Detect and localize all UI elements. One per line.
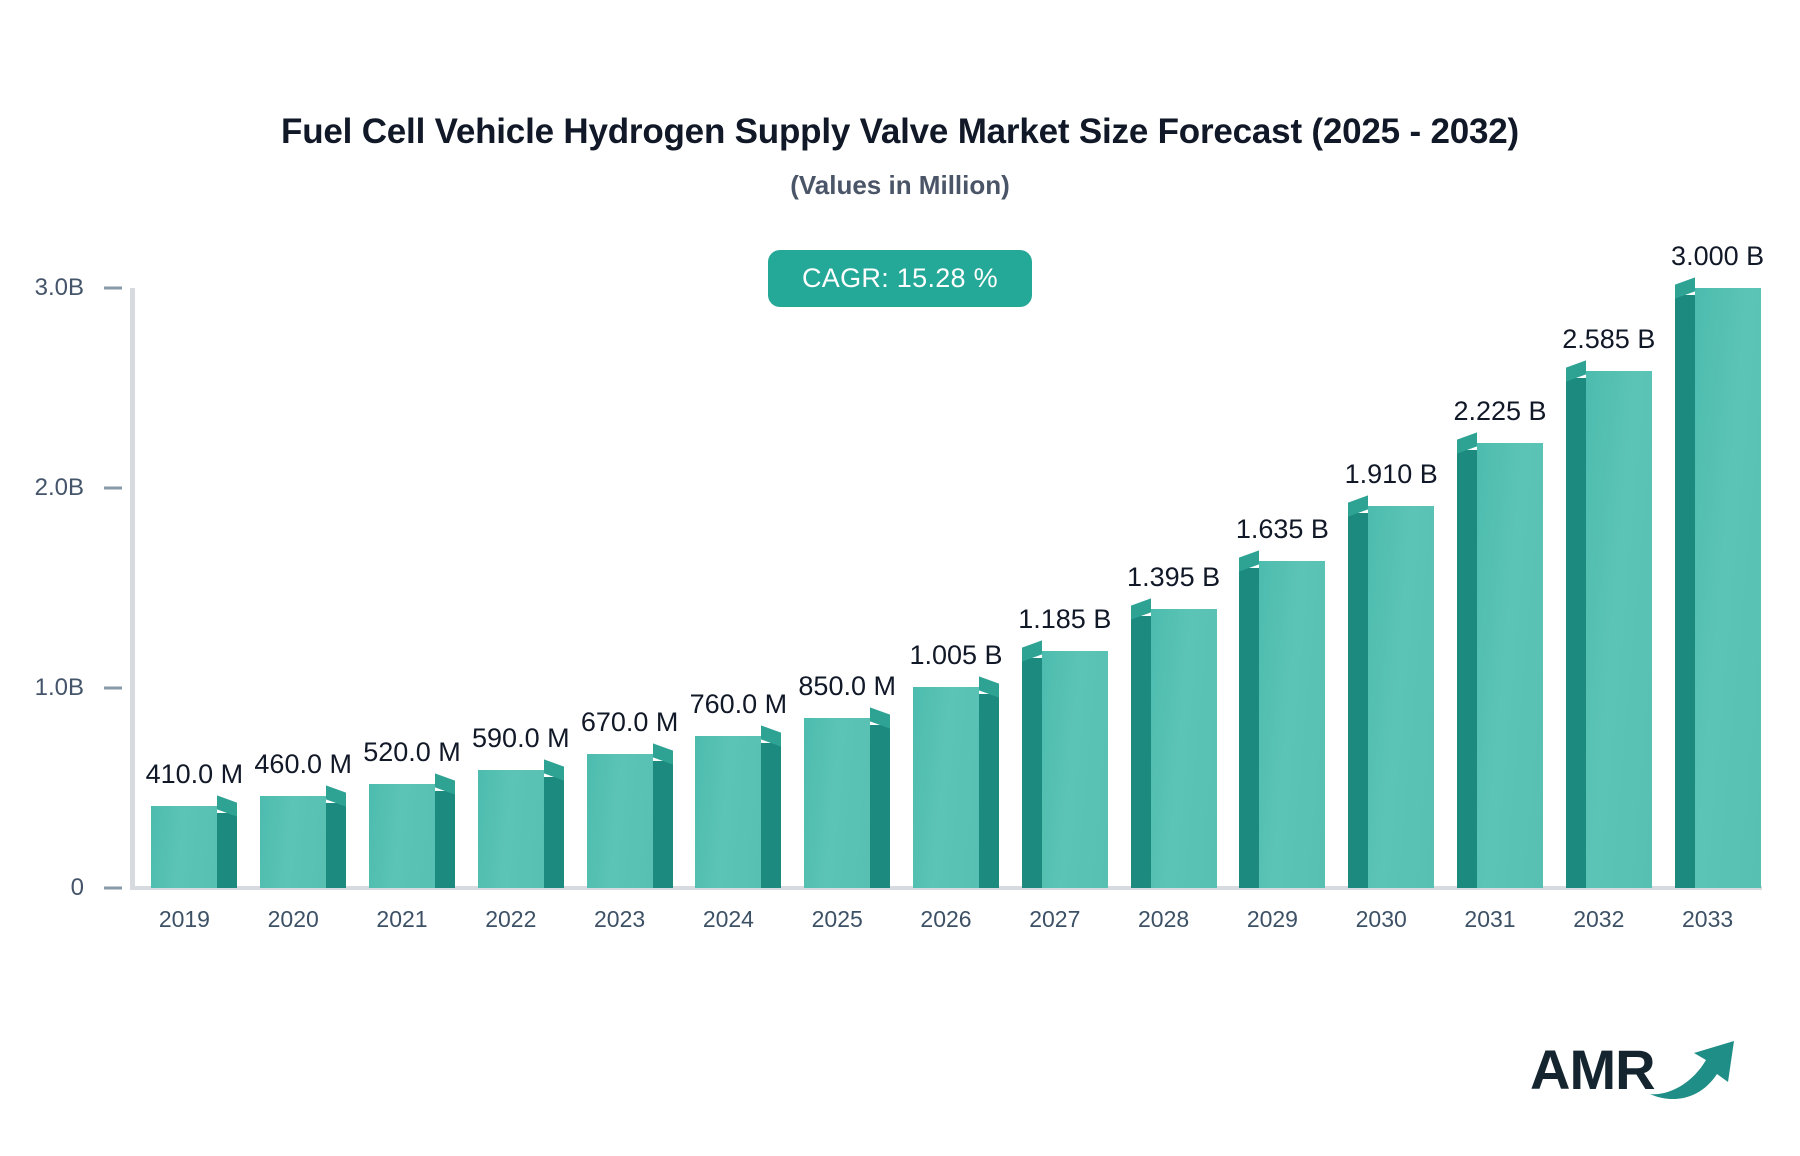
amr-logo: AMR (1530, 1038, 1734, 1114)
bar-value-label: 1.185 B (1018, 604, 1112, 634)
bar-value-label: 2.225 B (1453, 396, 1547, 426)
bar[interactable] (1674, 277, 1761, 888)
bar-front-face (1041, 651, 1108, 888)
bar-value-label: 590.0 M (472, 723, 570, 753)
bar-value-label: 3.000 B (1671, 241, 1765, 271)
bar[interactable] (477, 759, 564, 888)
x-tick-label: 2024 (702, 906, 754, 932)
x-tick-label: 2021 (376, 906, 428, 932)
amr-wordmark: AMR (1530, 1038, 1656, 1101)
bar[interactable] (1457, 432, 1543, 888)
bar[interactable] (586, 743, 673, 888)
bar-front-face (1150, 609, 1217, 888)
y-tick-mark (104, 286, 122, 290)
y-tick-mark (104, 486, 122, 490)
bar-side-face (1674, 295, 1695, 888)
bar-front-face (1694, 288, 1761, 888)
bar-value-label: 850.0 M (798, 671, 896, 701)
x-tick-label: 2019 (158, 906, 210, 932)
bar-value-label: 670.0 M (580, 707, 679, 737)
bar-side-face (1130, 616, 1151, 888)
bar[interactable] (913, 676, 999, 888)
y-tick-label: 2.0B (34, 474, 84, 501)
bar-side-face (435, 791, 455, 888)
x-tick-label: 2031 (1464, 906, 1516, 932)
y-axis-line (130, 288, 135, 888)
bar-front-face (1477, 443, 1543, 888)
bar[interactable] (369, 773, 455, 888)
x-tick-label: 2027 (1029, 906, 1081, 932)
x-tick-label: 2026 (920, 906, 972, 932)
bar[interactable] (1239, 550, 1326, 888)
bar-value-label: 760.0 M (689, 689, 788, 719)
bar-front-face (1368, 506, 1435, 888)
cagr-badge: CAGR: 15.28 % (768, 250, 1032, 307)
y-tick-label: 0 (70, 874, 84, 901)
bar-value-label: 410.0 M (145, 759, 244, 789)
y-tick-mark (104, 886, 122, 890)
bar[interactable] (804, 707, 891, 888)
bar-value-label: 1.635 B (1235, 514, 1329, 544)
bar[interactable] (151, 795, 238, 888)
bar-side-face (1565, 378, 1586, 888)
x-tick-label: 2032 (1573, 906, 1625, 932)
bar-side-face (1348, 513, 1369, 888)
bar[interactable] (260, 785, 347, 888)
bar-front-face (477, 770, 544, 888)
bar-value-label: 2.585 B (1562, 324, 1656, 354)
x-tick-label: 2030 (1355, 906, 1407, 932)
x-tick-label: 2020 (267, 906, 319, 932)
bar-side-face (979, 694, 999, 888)
x-axis-line (130, 886, 1762, 890)
chart-subtitle: (Values in Million) (790, 170, 1010, 200)
bar-front-face (1259, 561, 1326, 888)
x-tick-label: 2023 (594, 906, 646, 932)
bar-side-face (1457, 450, 1477, 888)
x-tick-label: 2029 (1246, 906, 1298, 932)
bar[interactable] (695, 725, 782, 888)
y-tick-label: 3.0B (34, 274, 84, 301)
bar-side-face (1021, 658, 1042, 888)
x-tick-label: 2022 (485, 906, 537, 932)
bar-side-face (652, 761, 673, 888)
bar-side-face (217, 813, 238, 888)
bar-value-label: 520.0 M (363, 737, 461, 767)
bar-front-face (260, 796, 327, 888)
bar-side-face (761, 743, 782, 888)
chart-title: Fuel Cell Vehicle Hydrogen Supply Valve … (281, 112, 1519, 151)
trend-up-arrow-icon (1650, 1041, 1734, 1100)
bar-front-face (695, 736, 762, 888)
bar-value-label: 1.395 B (1127, 562, 1221, 592)
bar-front-face (151, 806, 218, 888)
bar[interactable] (1130, 598, 1217, 888)
bar-side-face (1239, 568, 1260, 888)
bar-front-face (913, 687, 979, 888)
y-tick-mark (104, 686, 122, 690)
bar-front-face (804, 718, 871, 888)
bar-value-label: 1.910 B (1344, 459, 1438, 489)
bar-front-face (369, 784, 435, 888)
x-tick-label: 2033 (1682, 906, 1734, 932)
bar-front-face (586, 754, 653, 888)
x-tick-label: 2028 (1138, 906, 1190, 932)
bar[interactable] (1021, 640, 1108, 888)
bar-value-label: 460.0 M (254, 749, 352, 779)
bar-front-face (1585, 371, 1652, 888)
bar-side-face (870, 725, 891, 888)
bar[interactable] (1565, 360, 1652, 888)
bar[interactable] (1348, 495, 1435, 888)
bar-value-label: 1.005 B (909, 640, 1003, 670)
y-tick-label: 1.0B (34, 674, 84, 701)
bar-side-face (543, 777, 564, 888)
x-tick-label: 2025 (811, 906, 863, 932)
bar-side-face (326, 803, 347, 888)
